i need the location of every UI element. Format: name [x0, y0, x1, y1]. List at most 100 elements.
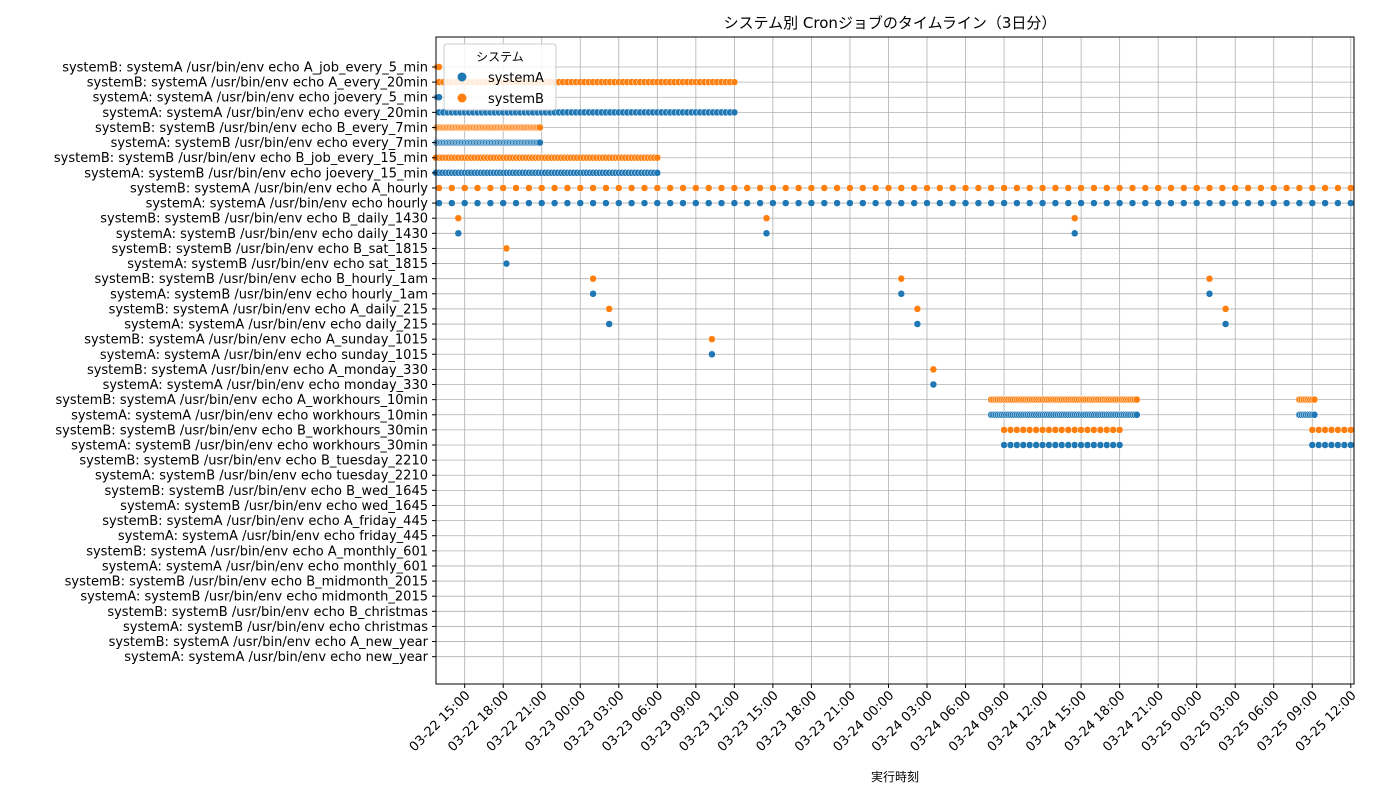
data-point-systemA — [717, 199, 726, 207]
data-point-systemA — [1103, 441, 1111, 449]
data-point-systemB — [730, 78, 739, 86]
legend-label-systemB: systemB — [488, 92, 544, 107]
data-point-systemA — [692, 199, 700, 207]
data-point-systemB — [435, 184, 443, 192]
data-point-systemA — [1192, 199, 1201, 207]
data-point-systemB — [589, 274, 597, 283]
data-point-systemB — [730, 184, 739, 192]
data-point-systemB — [605, 305, 613, 313]
data-point-systemB — [1334, 184, 1342, 192]
data-point-systemA — [1109, 441, 1117, 449]
grid-lines — [436, 37, 1354, 684]
data-point-systemB — [448, 184, 456, 192]
data-point-systemB — [1013, 426, 1021, 434]
data-point-systemB — [1308, 426, 1317, 434]
data-point-systemA — [987, 199, 995, 207]
data-point-systemA — [1340, 441, 1349, 449]
data-point-systemB — [820, 184, 829, 192]
data-point-systemA — [473, 199, 482, 207]
data-point-systemA — [730, 199, 739, 207]
data-point-systemB — [537, 184, 546, 192]
y-tick-label: systemA: systemB /usr/bin/env echo midmo… — [80, 590, 428, 605]
data-point-systemB — [692, 184, 700, 192]
data-point-systemA — [1257, 199, 1265, 207]
data-point-systemB — [1167, 184, 1175, 192]
y-tick-label: systemA: systemA /usr/bin/env echo frida… — [118, 529, 428, 544]
data-point-systemA — [563, 199, 572, 207]
data-point-systemA — [1269, 199, 1278, 207]
y-tick-label: systemA: systemA /usr/bin/env echo every… — [102, 106, 428, 121]
data-point-systemB — [435, 63, 443, 71]
data-point-systemA — [1006, 441, 1015, 449]
data-point-systemA — [1347, 199, 1355, 207]
data-point-systemB — [640, 184, 649, 192]
data-point-systemB — [910, 184, 918, 192]
data-point-systemA — [1321, 441, 1329, 449]
data-point-systemA — [756, 199, 764, 207]
data-point-systemA — [762, 229, 771, 238]
data-point-systemB — [1019, 426, 1028, 434]
y-tick-label: systemB: systemB /usr/bin/env echo B_mid… — [65, 575, 428, 590]
data-point-systemA — [1000, 199, 1008, 207]
data-point-systemB — [1314, 426, 1323, 434]
data-point-systemB — [987, 184, 995, 192]
data-point-systemB — [1347, 184, 1355, 192]
data-point-systemA — [602, 199, 610, 207]
y-tick-label: systemB: systemA /usr/bin/env echo A_fri… — [102, 514, 428, 529]
data-point-systemA — [1308, 441, 1317, 449]
data-point-systemB — [1310, 395, 1319, 404]
data-point-systemB — [704, 184, 713, 192]
y-tick-label: systemB: systemA /usr/bin/env echo A_mon… — [86, 544, 428, 559]
y-tick-label: systemB: systemA /usr/bin/env echo A_job… — [62, 61, 428, 76]
data-point-systemB — [1045, 426, 1053, 434]
data-point-systemA — [820, 199, 829, 207]
data-point-systemB — [781, 184, 790, 192]
data-point-systemB — [1025, 426, 1034, 434]
data-point-systemB — [1205, 274, 1214, 283]
data-point-systemA — [833, 199, 841, 207]
data-point-systemB — [679, 184, 687, 192]
y-axis-ticks: systemB: systemA /usr/bin/env echo A_job… — [54, 61, 436, 665]
data-point-systemA — [1064, 441, 1073, 449]
data-point-systemB — [615, 184, 623, 192]
data-point-systemA — [1115, 199, 1124, 207]
y-tick-label: systemA: systemA /usr/bin/env echo month… — [102, 559, 428, 574]
data-point-systemA — [794, 199, 803, 207]
data-point-systemA — [615, 199, 623, 207]
data-point-systemA — [454, 229, 463, 238]
data-point-systemA — [1244, 199, 1252, 207]
y-tick-label: systemB: systemB /usr/bin/env echo B_tue… — [79, 454, 428, 469]
y-tick-label: systemB: systemB /usr/bin/env echo B_chr… — [107, 605, 428, 620]
data-point-systemA — [1070, 441, 1079, 449]
data-point-systemB — [1133, 395, 1141, 404]
data-point-systemA — [537, 199, 546, 207]
data-point-systemB — [1340, 426, 1349, 434]
data-point-systemB — [1269, 184, 1278, 192]
y-tick-label: systemB: systemB /usr/bin/env echo B_dai… — [100, 212, 428, 227]
data-point-systemA — [1308, 199, 1317, 207]
data-point-systemB — [502, 244, 511, 253]
data-point-systemB — [1064, 184, 1073, 192]
data-point-systemA — [1334, 441, 1342, 449]
data-point-systemB — [1221, 305, 1230, 313]
data-point-systemA — [1128, 199, 1137, 207]
data-point-systemB — [666, 184, 674, 192]
data-point-systemA — [1013, 199, 1021, 207]
y-tick-label: systemA: systemA /usr/bin/env echo sunda… — [100, 348, 428, 363]
data-point-systemA — [743, 199, 751, 207]
legend-marker-systemB — [457, 93, 467, 103]
data-point-systemA — [1077, 441, 1085, 449]
y-tick-label: systemA: systemB /usr/bin/env echo hourl… — [110, 287, 428, 302]
data-point-systemA — [1038, 199, 1047, 207]
data-point-systemB — [1000, 426, 1008, 434]
data-point-systemA — [1115, 441, 1124, 449]
legend: システム systemA systemB — [443, 43, 557, 111]
data-point-systemB — [536, 123, 544, 132]
data-point-systemA — [1096, 441, 1105, 449]
data-point-systemA — [525, 199, 533, 207]
data-point-systemB — [1051, 426, 1060, 434]
data-point-systemB — [486, 184, 495, 192]
data-point-systemA — [640, 199, 649, 207]
data-point-systemA — [589, 199, 597, 207]
